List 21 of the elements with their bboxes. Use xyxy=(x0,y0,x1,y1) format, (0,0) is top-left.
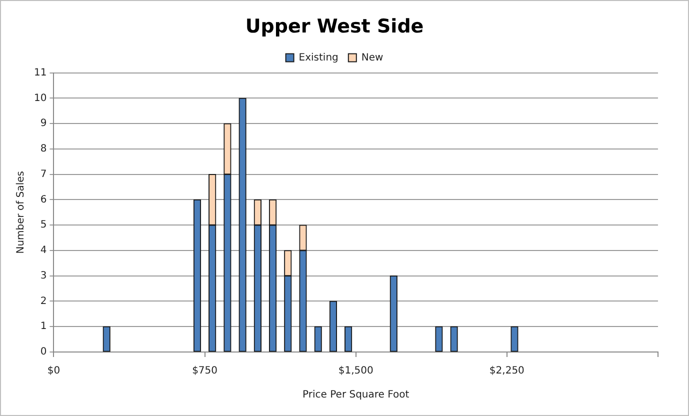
y-tick-label: 9 xyxy=(40,118,47,130)
y-tick-label: 8 xyxy=(40,144,47,155)
x-tick-label: $750 xyxy=(192,366,218,377)
y-axis-title: Number of Sales xyxy=(16,171,27,254)
legend-label: New xyxy=(361,52,384,64)
chart-title: Upper West Side xyxy=(245,15,424,38)
x-tick-label: $1,500 xyxy=(338,366,374,377)
y-tick-label: 10 xyxy=(34,92,47,104)
y-tick-label: 1 xyxy=(40,321,47,332)
y-tick-label: 4 xyxy=(40,245,47,256)
x-tick-label: $0 xyxy=(47,366,60,377)
y-tick-label: 11 xyxy=(34,67,47,78)
y-tick-label: 7 xyxy=(40,168,47,180)
y-tick-label: 2 xyxy=(40,296,47,307)
y-tick-label: 0 xyxy=(40,346,47,358)
y-tick-label: 3 xyxy=(40,270,47,282)
y-tick-label: 6 xyxy=(40,194,47,206)
legend-label: Existing xyxy=(298,52,338,64)
x-axis-title: Price Per Square Foot xyxy=(302,390,410,401)
y-tick-label: 5 xyxy=(40,220,47,231)
x-tick-label: $2,250 xyxy=(489,366,524,377)
